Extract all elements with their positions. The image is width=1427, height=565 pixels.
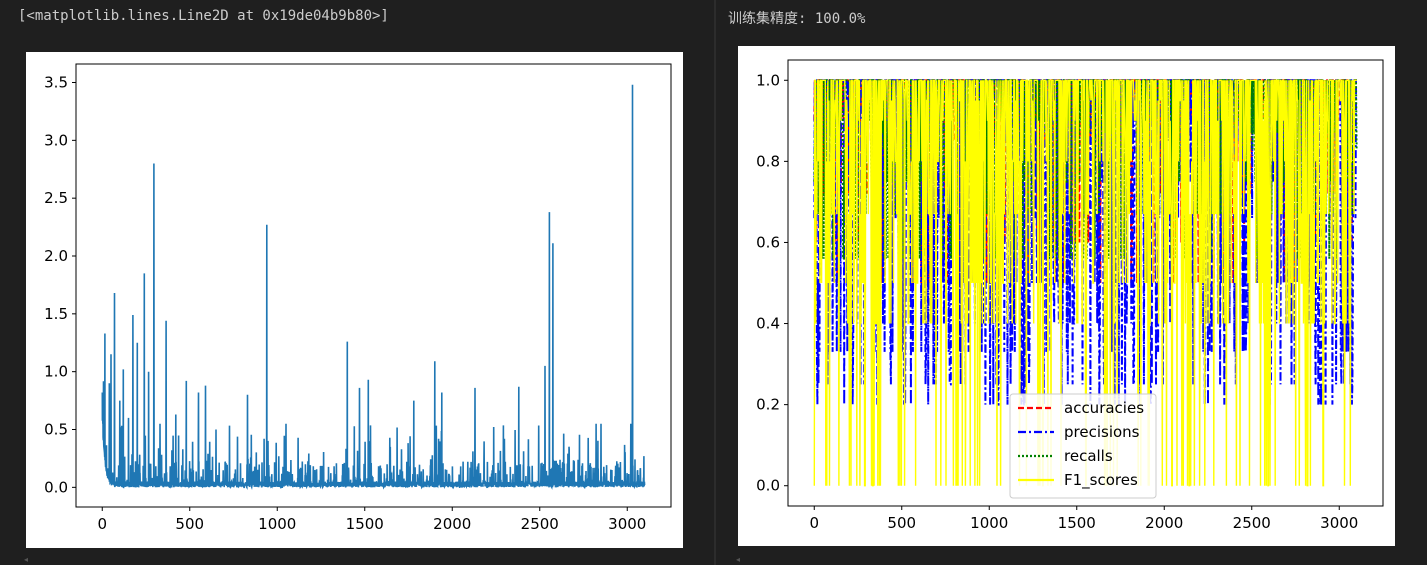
y-tick-label: 1.0 <box>44 363 68 381</box>
y-tick-label: 0.5 <box>44 421 68 439</box>
legend-label: F1_scores <box>1064 471 1138 490</box>
x-tick-label: 0 <box>97 515 107 533</box>
output-cell-left: [<matplotlib.lines.Line2D at 0x19de04b9b… <box>18 8 683 564</box>
y-tick-label: 0.0 <box>756 477 780 495</box>
scroll-left-icon[interactable]: ◂ <box>736 555 741 564</box>
scroll-left-icon[interactable]: ◂ <box>24 555 29 564</box>
y-tick-label: 2.5 <box>44 189 68 207</box>
x-tick-label: 1000 <box>258 515 296 533</box>
x-tick-label: 1500 <box>346 515 384 533</box>
train-accuracy-text: 训练集精度: 100.0% <box>728 11 866 27</box>
metrics-line-chart: 0 500 1000 1500 2000 2500 3000 0.0 0.2 0.4 0.6 0.8 1… <box>756 59 1384 532</box>
y-tick-label: 3.0 <box>44 131 68 149</box>
legend: accuracies precisions recalls F1_scores <box>1009 393 1157 499</box>
legend-box <box>1009 393 1157 499</box>
y-tick-label: 0.0 <box>44 478 68 496</box>
series-line-f1-scores <box>813 79 1357 487</box>
legend-label: recalls <box>1064 447 1113 465</box>
x-tick-label: 1000 <box>970 514 1008 532</box>
panel-divider[interactable] <box>714 0 716 565</box>
x-tick-label: 3000 <box>1320 514 1358 532</box>
x-tick-label: 0 <box>809 514 819 532</box>
y-tick-label: 3.5 <box>44 74 68 92</box>
y-tick-label: 0.4 <box>756 315 780 333</box>
x-tick-label: 2500 <box>1233 514 1271 532</box>
y-tick-label: 1.0 <box>756 71 780 89</box>
x-tick-label: 2500 <box>521 515 559 533</box>
loss-plot-figure: 0 500 1000 1500 2000 2500 3000 0.0 0.5 1.0 1.5 2.0 2… <box>26 52 683 548</box>
y-tick-label: 0.6 <box>756 233 780 251</box>
y-tick-label: 1.5 <box>44 305 68 323</box>
x-tick-label: 2000 <box>433 515 471 533</box>
y-tick-label: 0.2 <box>756 396 780 414</box>
x-tick-label: 500 <box>175 515 204 533</box>
y-tick-label: 2.0 <box>44 247 68 265</box>
x-tick-label: 3000 <box>608 515 646 533</box>
cell-output-text: [<matplotlib.lines.Line2D at 0x19de04b9b… <box>18 8 389 24</box>
plot-area-border <box>75 63 672 508</box>
y-tick-label: 0.8 <box>756 152 780 170</box>
x-tick-label: 1500 <box>1058 514 1096 532</box>
metrics-plot-figure: 0 500 1000 1500 2000 2500 3000 0.0 0.2 0.4 0.6 0.8 1… <box>738 46 1395 546</box>
plot-area-border <box>787 59 1384 507</box>
x-tick-label: 2000 <box>1145 514 1183 532</box>
series-line-recalls <box>813 79 1358 260</box>
legend-label: precisions <box>1064 423 1140 441</box>
loss-series-line <box>101 84 646 491</box>
legend-label: accuracies <box>1064 399 1144 417</box>
loss-line-chart: 0 500 1000 1500 2000 2500 3000 0.0 0.5 1.0 1.5 2.0 2… <box>44 63 672 533</box>
x-tick-label: 500 <box>887 514 916 532</box>
